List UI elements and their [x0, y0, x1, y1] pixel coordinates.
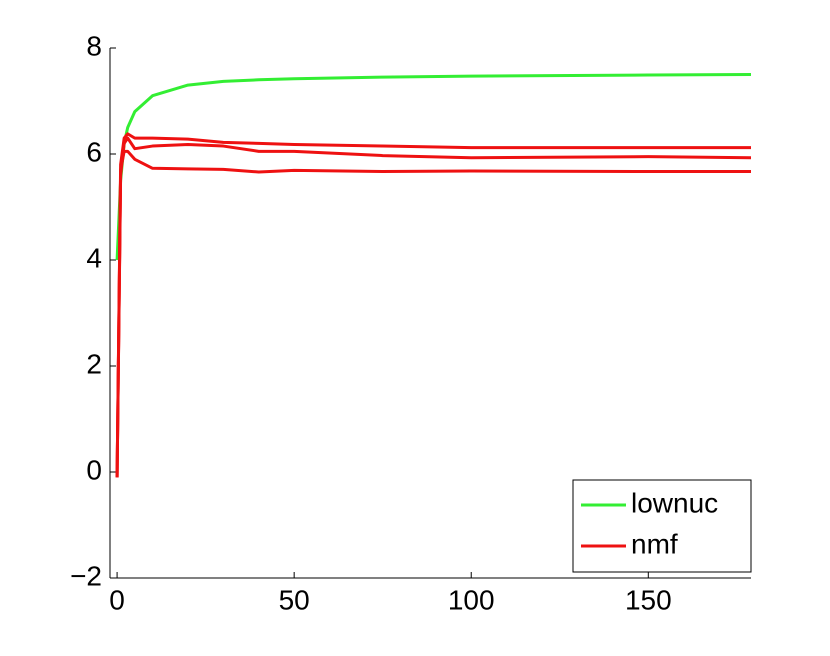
series-line [115, 149, 751, 478]
legend-box [572, 479, 752, 573]
x-tick-label: 150 [625, 584, 672, 615]
x-tick-label: 100 [448, 584, 495, 615]
x-tick-label: 50 [279, 584, 310, 615]
series-line [115, 136, 752, 478]
y-tick-label: 2 [86, 348, 102, 379]
legend-label: nmf [631, 528, 678, 559]
legend-label: lownuc [631, 487, 718, 518]
series-line [115, 132, 751, 478]
y-tick-label: 8 [86, 30, 102, 61]
y-tick-label: 6 [86, 136, 102, 167]
y-tick-label: 0 [86, 454, 102, 485]
x-tick-label: 0 [109, 584, 125, 615]
y-tick-label: −2 [70, 560, 102, 591]
y-tick-label: 4 [86, 242, 102, 273]
